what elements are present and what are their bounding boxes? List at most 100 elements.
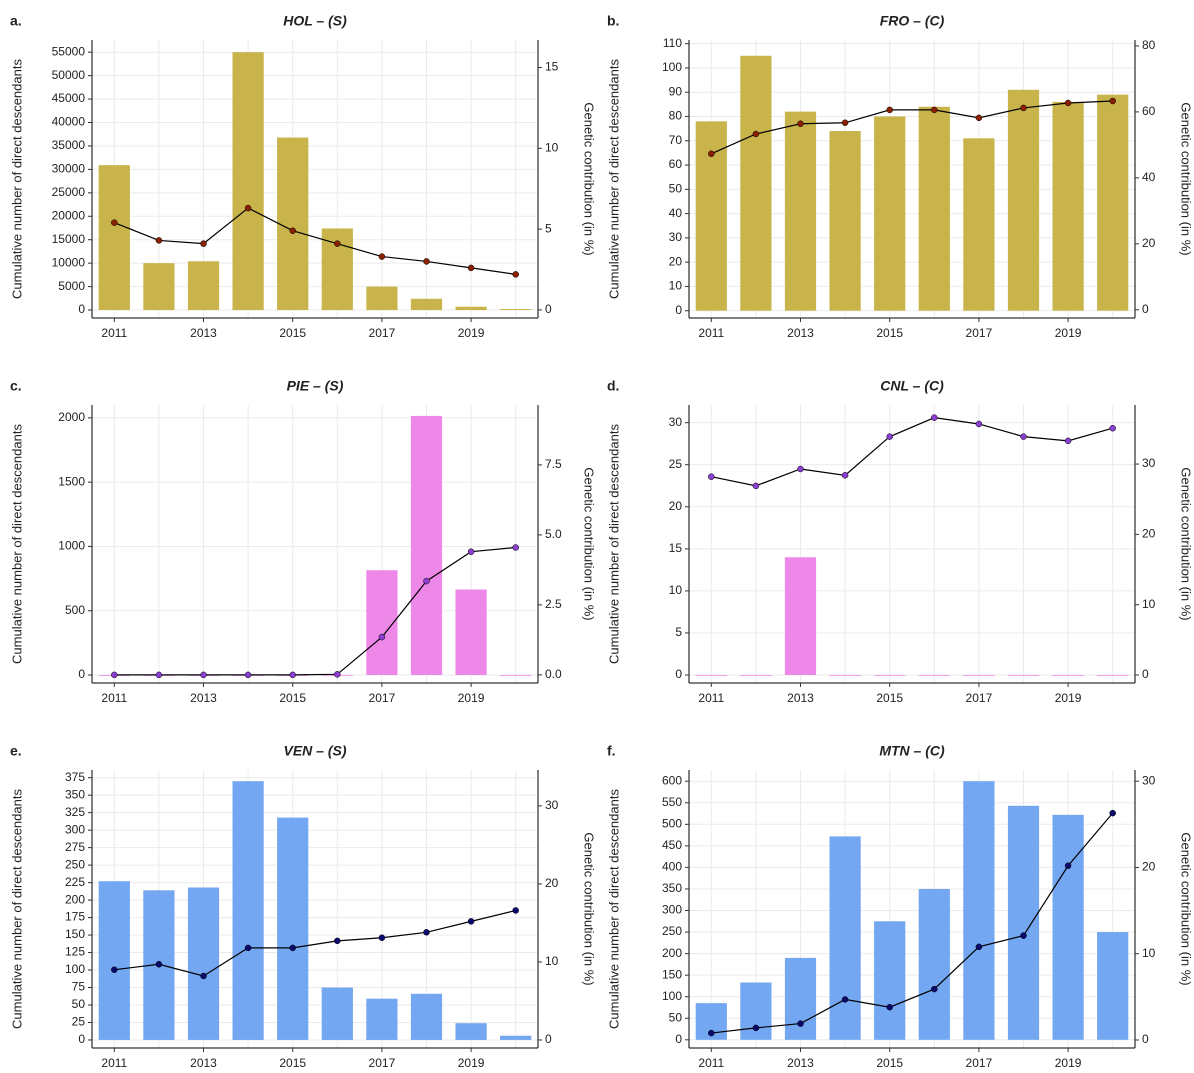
y-tick-label: 0 (78, 667, 85, 681)
bar (740, 982, 772, 1040)
y-tick-label: 300 (65, 822, 85, 836)
x-tick-label: 2019 (1055, 691, 1082, 705)
x-tick-label: 2013 (190, 691, 217, 705)
y-tick-label: 400 (662, 860, 682, 874)
bar (874, 116, 906, 311)
y2-axis-label: Genetic contribution (in %) (582, 467, 597, 620)
y2-axis-label: Genetic contribution (in %) (1179, 102, 1194, 255)
line (711, 417, 1113, 487)
y2-tick-label: 60 (1142, 104, 1156, 118)
plot-background (689, 405, 1135, 683)
y2-tick-label: 10 (545, 954, 559, 968)
point (708, 1029, 715, 1037)
y2-tick-label: 15 (545, 60, 559, 74)
y2-tick-label: 30 (1142, 773, 1156, 787)
x-tick-label: 2011 (101, 1056, 127, 1070)
point (289, 227, 296, 234)
point (467, 264, 475, 272)
point (244, 204, 252, 212)
panel-label: f. (607, 743, 616, 759)
y2-tick-label: 0 (1142, 667, 1149, 681)
y-tick-label: 450 (662, 838, 682, 852)
bar (740, 55, 772, 311)
y-axis-label: Cumulative number of direct descendants (9, 424, 24, 664)
point (289, 944, 296, 952)
x-tick-label: 2019 (458, 326, 485, 340)
bar (963, 781, 995, 1040)
bar (98, 165, 130, 311)
y-tick-label: 15000 (52, 232, 86, 246)
y-tick-label: 30 (669, 415, 683, 429)
bar (1052, 101, 1084, 311)
bar (1052, 814, 1084, 1040)
y2-tick-label: 2.5 (545, 597, 562, 611)
y-axis-label: Cumulative number of direct descendants (9, 59, 24, 299)
point (797, 1020, 804, 1027)
y-tick-label: 20000 (52, 208, 86, 222)
bar (918, 106, 950, 311)
y2-tick-label: 30 (1142, 456, 1156, 470)
bar (410, 993, 443, 1040)
bar (366, 998, 398, 1040)
y-tick-label: 50 (669, 181, 683, 195)
y2-axis-label: Genetic contribution (in %) (1179, 467, 1194, 620)
chart-title: HOL – (S) (283, 13, 347, 29)
y-tick-label: 0 (78, 302, 85, 316)
bar (232, 781, 264, 1040)
point (886, 106, 893, 114)
x-tick-label: 2015 (279, 691, 306, 705)
y-tick-label: 100 (65, 962, 85, 976)
line (711, 100, 1113, 155)
bar (455, 589, 487, 676)
y-axis-label: Cumulative number of direct descendants (606, 424, 621, 664)
y-tick-label: 350 (65, 787, 85, 801)
x-tick-label: 2019 (458, 1056, 485, 1070)
x-tick-label: 2015 (279, 326, 306, 340)
y-tick-label: 0 (78, 1032, 85, 1046)
y-tick-label: 25000 (52, 185, 86, 199)
point (886, 433, 893, 440)
y-tick-label: 175 (65, 910, 85, 924)
bar (1007, 675, 1040, 676)
y-tick-label: 25 (669, 457, 683, 471)
y-tick-label: 0 (675, 303, 682, 317)
y-tick-label: 1000 (58, 539, 85, 553)
x-tick-label: 2011 (698, 691, 724, 705)
panel-label: d. (607, 378, 619, 394)
bar (187, 887, 220, 1040)
y-tick-label: 2000 (58, 410, 85, 424)
bar (784, 557, 817, 676)
point (512, 544, 519, 551)
bar (366, 286, 398, 311)
bar (455, 1023, 487, 1040)
point (975, 114, 983, 122)
y2-tick-label: 20 (1142, 527, 1156, 541)
x-tick-label: 2013 (190, 326, 217, 340)
y-tick-label: 200 (65, 892, 85, 906)
bar (500, 675, 532, 676)
bar (232, 52, 264, 311)
line (114, 909, 516, 977)
point (334, 671, 341, 678)
point (467, 548, 475, 555)
point (1020, 932, 1027, 939)
y-tick-label: 200 (662, 946, 682, 960)
point (931, 985, 938, 993)
x-tick-label: 2013 (787, 326, 814, 340)
point (200, 671, 207, 679)
y-tick-label: 75 (72, 980, 86, 994)
y2-tick-label: 5.0 (545, 527, 562, 541)
x-tick-label: 2017 (369, 691, 396, 705)
y-axis-label: Cumulative number of direct descendants (606, 59, 621, 299)
y-tick-label: 1500 (58, 474, 85, 488)
panel-label: a. (10, 13, 22, 29)
y-tick-label: 5000 (58, 279, 85, 293)
bar (1097, 94, 1129, 311)
point (975, 943, 983, 951)
y-tick-label: 5 (675, 625, 682, 639)
x-tick-label: 2017 (966, 1056, 993, 1070)
chart-title: VEN – (S) (283, 743, 346, 759)
point (841, 472, 849, 479)
bar (500, 1035, 532, 1040)
y-tick-label: 20 (669, 254, 683, 268)
